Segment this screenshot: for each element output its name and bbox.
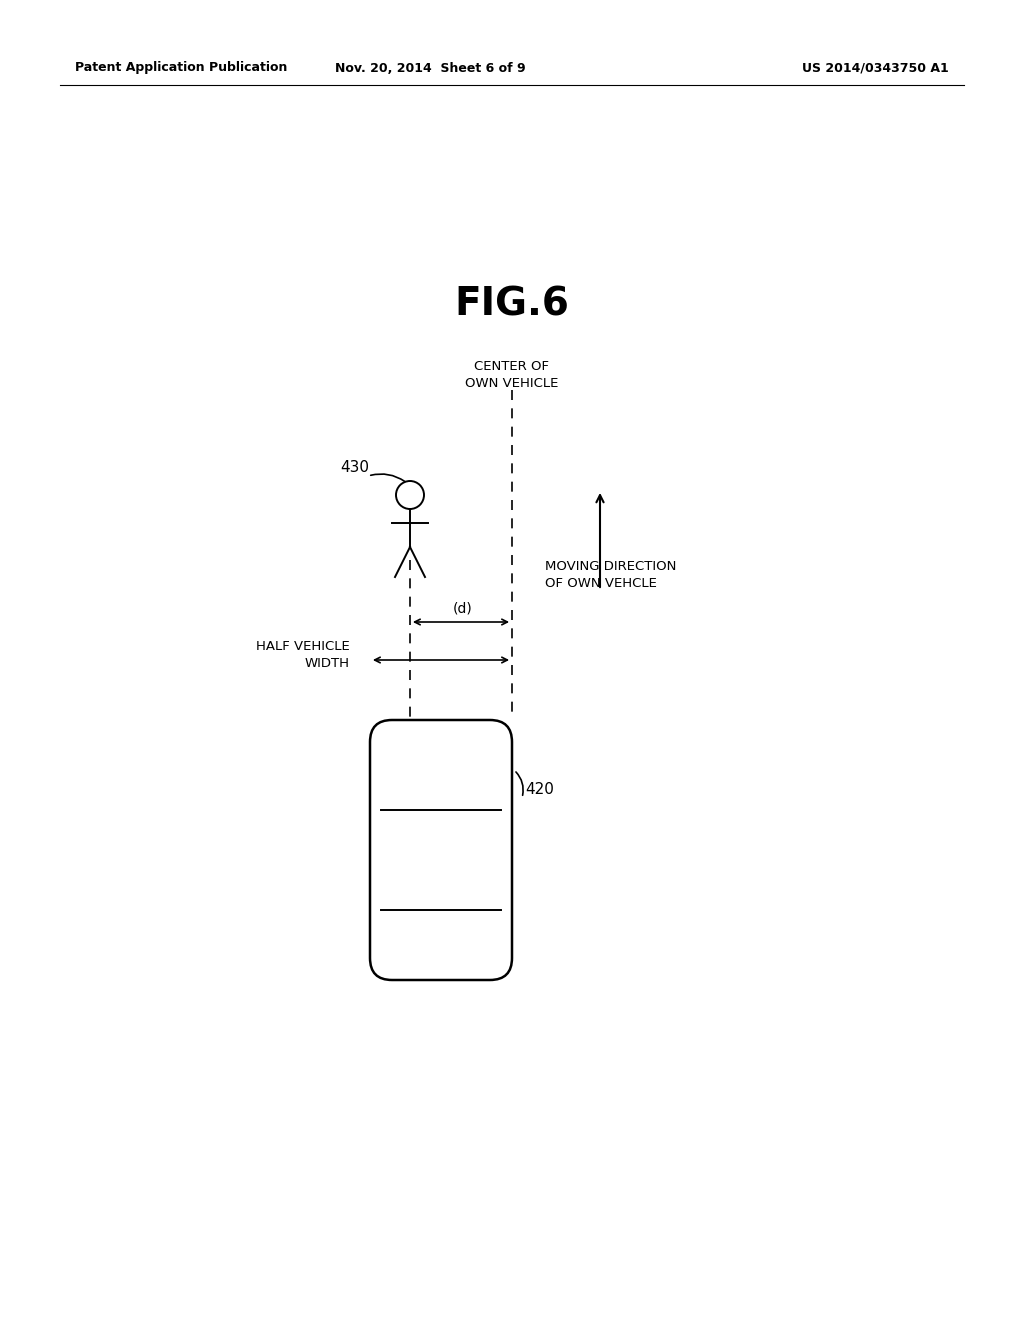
Text: 420: 420 [525,783,554,797]
Text: FIG.6: FIG.6 [455,286,569,323]
Text: 430: 430 [340,461,369,475]
Text: MOVING DIRECTION
OF OWN VEHCLE: MOVING DIRECTION OF OWN VEHCLE [545,560,677,590]
Text: (d): (d) [454,601,473,615]
FancyBboxPatch shape [370,719,512,979]
Text: US 2014/0343750 A1: US 2014/0343750 A1 [802,62,949,74]
Text: Patent Application Publication: Patent Application Publication [75,62,288,74]
Text: CENTER OF
OWN VEHICLE: CENTER OF OWN VEHICLE [465,360,559,389]
Text: HALF VEHICLE
WIDTH: HALF VEHICLE WIDTH [256,640,350,671]
Text: Nov. 20, 2014  Sheet 6 of 9: Nov. 20, 2014 Sheet 6 of 9 [335,62,525,74]
